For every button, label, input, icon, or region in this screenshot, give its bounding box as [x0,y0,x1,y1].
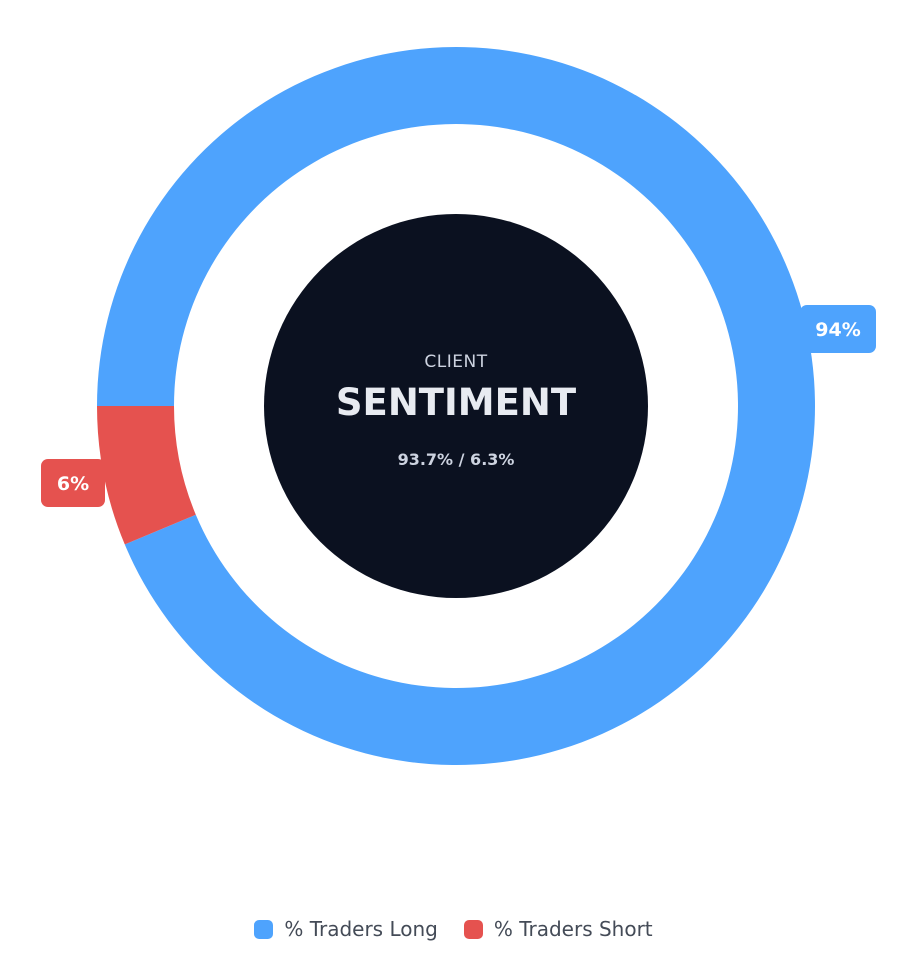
data-label-long-bg [800,305,876,353]
slice-traders-short[interactable] [97,406,196,545]
data-label-short-bg [41,459,105,507]
legend-swatch-long [254,919,274,939]
donut-slices [97,46,816,766]
legend-item-long[interactable]: % Traders Long [254,917,438,941]
data-label-long-text: 94% [815,319,860,341]
legend-item-short[interactable]: % Traders Short [463,917,653,941]
center-disc [264,214,648,598]
data-label-long: 94% [800,305,876,353]
center-caption: CLIENT [424,352,487,372]
center-ratio: 93.7% / 6.3% [398,450,515,469]
center-title: SENTIMENT [336,381,577,424]
legend-label-short: % Traders Short [493,917,653,941]
data-label-short-text: 6% [57,473,89,495]
legend: % Traders Long % Traders Short [0,917,907,941]
legend-label-long: % Traders Long [284,917,438,941]
legend-swatch-short [463,919,483,939]
data-label-short: 6% [41,459,105,507]
slice-labels: 94% 6% [41,305,876,507]
